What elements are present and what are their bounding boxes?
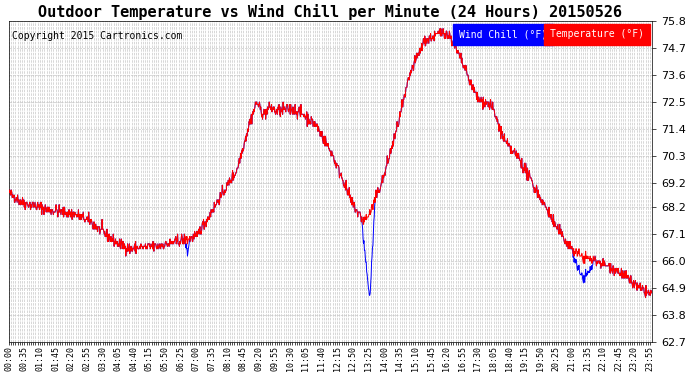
Text: Copyright 2015 Cartronics.com: Copyright 2015 Cartronics.com xyxy=(12,31,182,41)
Title: Outdoor Temperature vs Wind Chill per Minute (24 Hours) 20150526: Outdoor Temperature vs Wind Chill per Mi… xyxy=(38,4,622,20)
Legend: Wind Chill (°F), Temperature (°F): Wind Chill (°F), Temperature (°F) xyxy=(453,26,647,42)
